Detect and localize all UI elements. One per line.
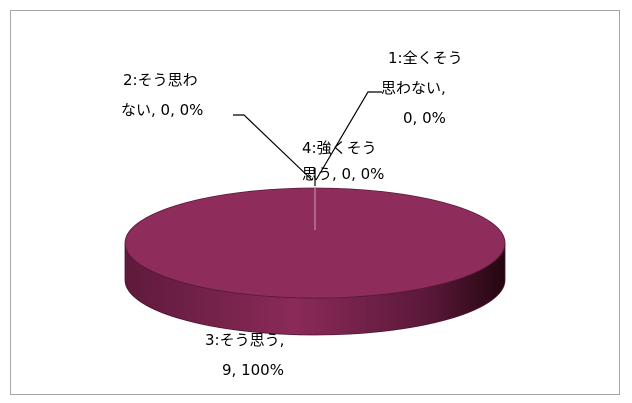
data-label-4-line-1: 4:強くそう bbox=[302, 139, 377, 157]
leader-line-1 bbox=[315, 91, 382, 181]
data-label-2-line-2: ない, 0, 0% bbox=[121, 101, 203, 119]
data-label-3-line-2: 9, 100% bbox=[222, 361, 284, 379]
data-label-2-line-1: 2:そう思わ bbox=[123, 71, 198, 89]
data-label-3-line-1: 3:そう思う, bbox=[205, 331, 284, 349]
leader-line-2 bbox=[233, 114, 313, 181]
data-label-1-line-3: 0, 0% bbox=[403, 109, 446, 127]
data-label-1-line-2: 思わない, bbox=[381, 79, 446, 97]
data-label-4-line-2: 思う, 0, 0% bbox=[302, 165, 384, 183]
data-label-3: 3:そう思う, 9, 100% bbox=[205, 331, 289, 379]
data-label-1-line-1: 1:全くそう bbox=[388, 49, 463, 67]
data-label-2: 2:そう思わ ない, 0, 0% bbox=[121, 71, 203, 119]
data-label-4: 4:強くそう 思う, 0, 0% bbox=[302, 139, 384, 183]
data-label-1: 1:全くそう 思わない, 0, 0% bbox=[381, 49, 467, 127]
